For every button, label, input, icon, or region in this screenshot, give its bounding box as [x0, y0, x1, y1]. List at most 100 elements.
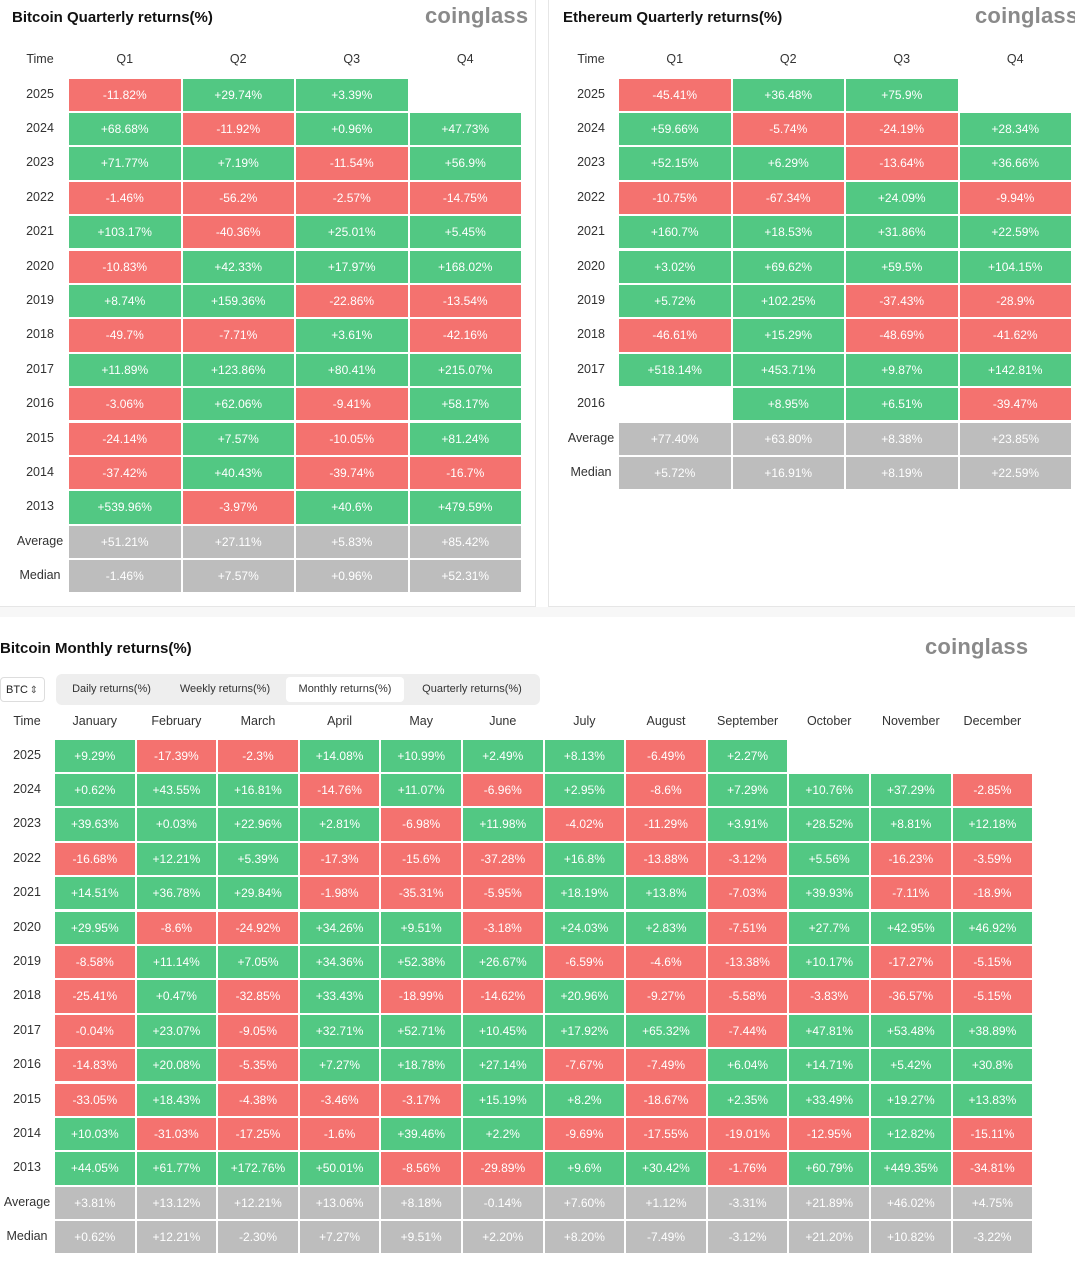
return-cell: +58.17% — [409, 388, 521, 421]
return-cell: +24.09% — [846, 181, 958, 215]
column-header: Q3 — [893, 52, 911, 66]
return-cell: +8.13% — [544, 739, 625, 772]
return-cell: -33.05% — [55, 1083, 135, 1116]
return-cell: +29.74% — [182, 78, 294, 111]
return-cell: +22.96% — [218, 808, 298, 841]
return-cell: +2.83% — [626, 911, 706, 944]
return-cell: +160.7% — [619, 216, 731, 249]
year-label: 2024 — [26, 120, 54, 135]
return-cell: -25.41% — [55, 980, 135, 1013]
return-cell: -17.55% — [626, 1117, 706, 1151]
return-cell: -17.25% — [218, 1117, 298, 1151]
return-cell: +18.78% — [381, 1049, 461, 1082]
return-cell: +10.17% — [789, 945, 869, 979]
tab-quarterly-returns[interactable]: Quarterly returns(%) — [422, 683, 522, 695]
summary-cell: +7.27% — [299, 1221, 380, 1254]
time-header: Time — [577, 52, 605, 66]
panel-gap — [0, 607, 1075, 617]
return-cell: +53.48% — [871, 1014, 951, 1048]
return-cell: -11.82% — [69, 78, 181, 111]
coin-selector[interactable]: BTC ⇕ — [0, 677, 45, 702]
return-cell: +14.08% — [299, 739, 380, 772]
return-cell: +9.87% — [846, 353, 958, 387]
return-cell: +11.98% — [463, 808, 543, 841]
column-header: Q4 — [456, 52, 474, 66]
summary-row-label: Median — [19, 568, 61, 583]
summary-cell: +52.31% — [409, 560, 521, 593]
return-cell: -1.76% — [707, 1152, 788, 1185]
return-cell: -5.35% — [218, 1049, 298, 1082]
return-cell: +6.51% — [846, 388, 958, 421]
return-cell: +52.71% — [381, 1014, 461, 1048]
return-cell: +539.96% — [69, 491, 181, 524]
return-cell: +123.86% — [182, 353, 294, 387]
return-cell: -40.36% — [182, 216, 294, 249]
summary-cell: +5.83% — [296, 525, 408, 559]
return-cell: -8.6% — [136, 911, 217, 944]
return-cell: -7.11% — [871, 877, 951, 910]
return-cell: -14.75% — [409, 181, 521, 215]
return-cell: -9.05% — [218, 1014, 298, 1048]
return-cell: -28.9% — [959, 284, 1071, 318]
return-cell: +14.71% — [789, 1049, 869, 1082]
return-cell: +20.08% — [136, 1049, 217, 1082]
return-cell: -5.58% — [707, 980, 788, 1013]
return-cell: +518.14% — [619, 353, 731, 387]
column-header: Q2 — [229, 52, 247, 66]
return-cell: +30.8% — [952, 1049, 1033, 1082]
tab-monthly-returns[interactable]: Monthly returns(%) — [286, 677, 404, 702]
summary-cell: -1.46% — [69, 560, 181, 593]
return-cell: +11.07% — [381, 773, 461, 807]
return-cell: +10.99% — [381, 739, 461, 772]
return-cell: +8.81% — [871, 808, 951, 841]
return-cell: +7.05% — [218, 945, 298, 979]
return-cell: +69.62% — [732, 250, 844, 283]
return-cell: +15.19% — [463, 1083, 543, 1116]
year-label: 2021 — [26, 224, 54, 239]
summary-cell: +8.38% — [846, 422, 958, 455]
return-cell: -34.81% — [952, 1152, 1033, 1185]
return-cell: -1.46% — [69, 181, 181, 215]
return-cell: -16.68% — [55, 842, 135, 876]
return-cell: +0.03% — [136, 808, 217, 841]
year-label: 2013 — [26, 499, 54, 514]
return-cell: +29.84% — [218, 877, 298, 910]
return-cell: -7.03% — [707, 877, 788, 910]
return-cell: +3.39% — [296, 78, 408, 111]
return-cell: -2.57% — [296, 181, 408, 215]
btc-quarterly-panel: Bitcoin Quarterly returns(%) coinglass T… — [0, 0, 536, 607]
return-cell: +16.8% — [544, 842, 625, 876]
return-cell: +17.97% — [296, 250, 408, 283]
return-cell: -9.69% — [544, 1117, 625, 1151]
return-cell: +15.29% — [732, 319, 844, 352]
return-cell: -32.85% — [218, 980, 298, 1013]
return-cell: -56.2% — [182, 181, 294, 215]
return-cell: +68.68% — [69, 112, 181, 146]
tab-daily-returns[interactable]: Daily returns(%) — [72, 683, 151, 695]
return-cell: +2.27% — [707, 739, 788, 772]
return-cell: -6.59% — [544, 945, 625, 979]
return-cell: +36.66% — [959, 147, 1071, 180]
return-cell: -3.18% — [463, 911, 543, 944]
tab-weekly-returns[interactable]: Weekly returns(%) — [179, 683, 271, 695]
return-cell: +104.15% — [959, 250, 1071, 283]
return-cell: +62.06% — [182, 388, 294, 421]
time-header: Time — [13, 714, 41, 728]
return-cell: -18.99% — [381, 980, 461, 1013]
return-cell: +19.27% — [871, 1083, 951, 1116]
return-cell: -1.98% — [299, 877, 380, 910]
summary-cell: -0.14% — [463, 1186, 543, 1220]
return-cell: +8.2% — [544, 1083, 625, 1116]
return-cell: -13.38% — [707, 945, 788, 979]
return-cell: +34.36% — [299, 945, 380, 979]
column-header: February — [151, 714, 202, 728]
return-cell: +42.33% — [182, 250, 294, 283]
column-header: December — [963, 714, 1022, 728]
return-cell: -10.83% — [69, 250, 181, 283]
summary-cell: +12.21% — [136, 1221, 217, 1254]
summary-cell: -3.12% — [707, 1221, 788, 1254]
return-cell: +47.73% — [409, 112, 521, 146]
return-cell: -6.49% — [626, 739, 706, 772]
return-cell: -7.67% — [544, 1049, 625, 1082]
return-cell: -22.86% — [296, 284, 408, 318]
